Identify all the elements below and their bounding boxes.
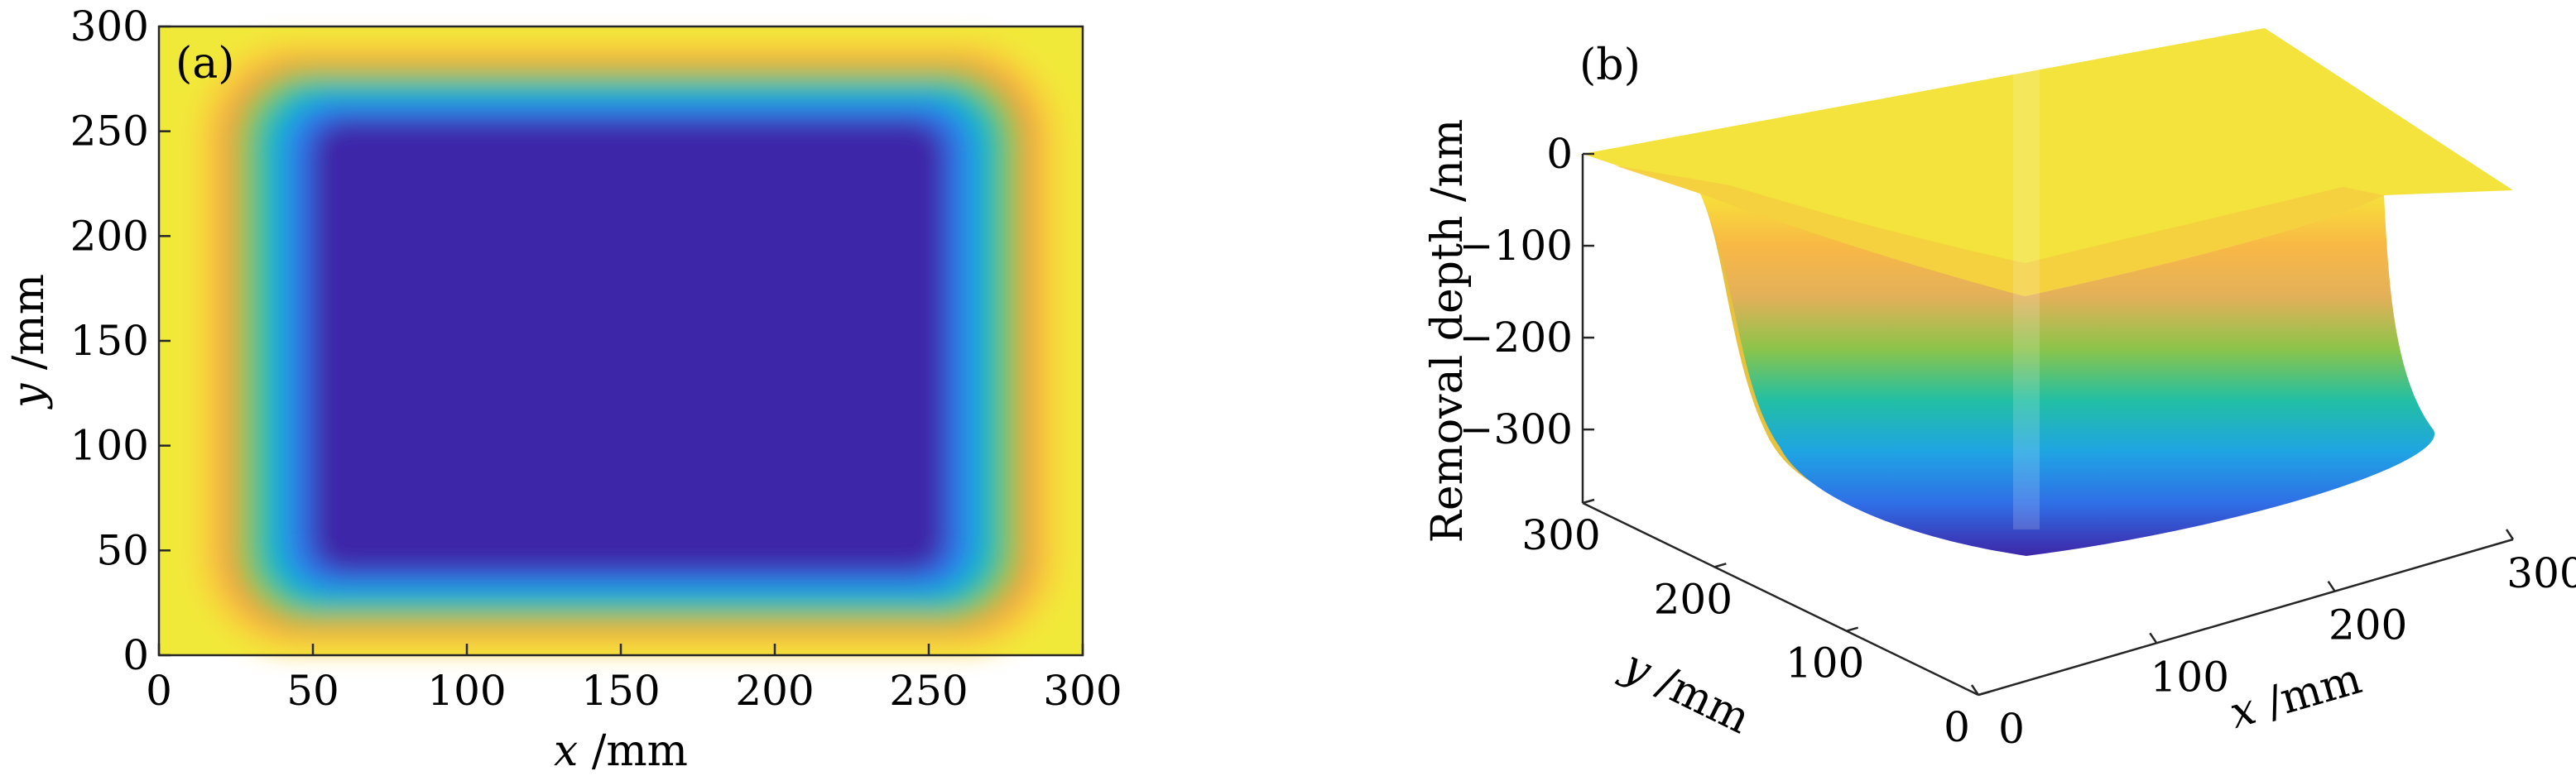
panel-label-a: (a): [175, 39, 235, 89]
y-tick-label: 50: [96, 526, 149, 574]
surface-z-axis-label: Removal depth /nm: [1423, 119, 1473, 544]
z-tick-label: −100: [1459, 222, 1573, 270]
x-tick-label: 0: [146, 667, 172, 715]
surface-rim-shade: [1614, 165, 2384, 296]
z-tick-label: −200: [1459, 314, 1573, 362]
y-tick-label: 300: [70, 2, 149, 50]
x3d-tick-mark: [1970, 684, 1980, 696]
heatmap-contour-layers: [195, 41, 1061, 651]
panel-label-b: (b): [1579, 41, 1641, 90]
x-tick-label: 50: [286, 667, 339, 715]
surface-corner-sheen: [2013, 66, 2040, 529]
heatmap-x-axis-label: x /mm: [554, 726, 688, 776]
y-tick-label: 0: [123, 631, 149, 679]
heatmap-y-axis-label: y /mm: [4, 274, 54, 410]
x3d-tick-label: 200: [2328, 601, 2407, 649]
y3d-tick-label: 0: [1944, 703, 1970, 751]
y3d-tick-mark: [1582, 498, 1595, 505]
heatmap-ticks: 0 50 100 150 200 250 300 0 50 100 150 200 250 300: [70, 2, 1122, 715]
surface-x-axis-label: x /mm: [2224, 654, 2367, 738]
x-tick-label: 200: [735, 667, 814, 715]
surface-y-axis-label: y /mm: [1614, 639, 1758, 744]
x3d-tick-label: 300: [2506, 549, 2576, 597]
heatmap-band: [313, 121, 944, 572]
y-tick-label: 200: [70, 212, 149, 260]
surface-walls: [1583, 28, 2513, 556]
y3d-tick-mark: [1713, 563, 1727, 568]
y3d-tick-mark: [1846, 626, 1859, 632]
surface-panel: 0 −100 −200 −300 0 100 200 300 0 100 200 300 (b) Re…: [1423, 28, 2576, 753]
x-tick-label: 100: [427, 667, 506, 715]
surface-axes-box: [1581, 154, 2514, 697]
z-tick-label: −300: [1459, 405, 1573, 453]
x3d-tick-label: 0: [1998, 705, 2025, 753]
z-tick-label: 0: [1546, 130, 1573, 178]
heatmap-plot-area: [157, 25, 1084, 657]
y-tick-label: 250: [70, 108, 149, 156]
y-tick-label: 150: [70, 317, 149, 365]
x-tick-label: 250: [889, 667, 968, 715]
x-axis-line: [1978, 538, 2514, 697]
y3d-tick-mark: [1978, 690, 1991, 697]
x-tick-label: 300: [1043, 667, 1122, 715]
x3d-tick-mark: [2505, 529, 2515, 540]
surface-ticks: 0 −100 −200 −300 0 100 200 300 0 100 200 300: [1459, 130, 2576, 753]
y3d-tick-label: 100: [1785, 639, 1864, 687]
x-tick-label: 150: [581, 667, 660, 715]
surface-front-wall: [1700, 194, 2435, 556]
x3d-tick-mark: [2327, 580, 2336, 592]
y3d-tick-label: 300: [1521, 511, 1600, 559]
y3d-tick-label: 200: [1654, 575, 1733, 623]
x3d-tick-mark: [2149, 632, 2158, 644]
heatmap-panel: 0 50 100 150 200 250 300 0 50 100 150 200 250 300 (a)…: [4, 2, 1122, 776]
y-tick-label: 100: [70, 422, 149, 470]
y-axis-line: [1582, 501, 1979, 697]
x3d-tick-label: 100: [2151, 653, 2229, 701]
